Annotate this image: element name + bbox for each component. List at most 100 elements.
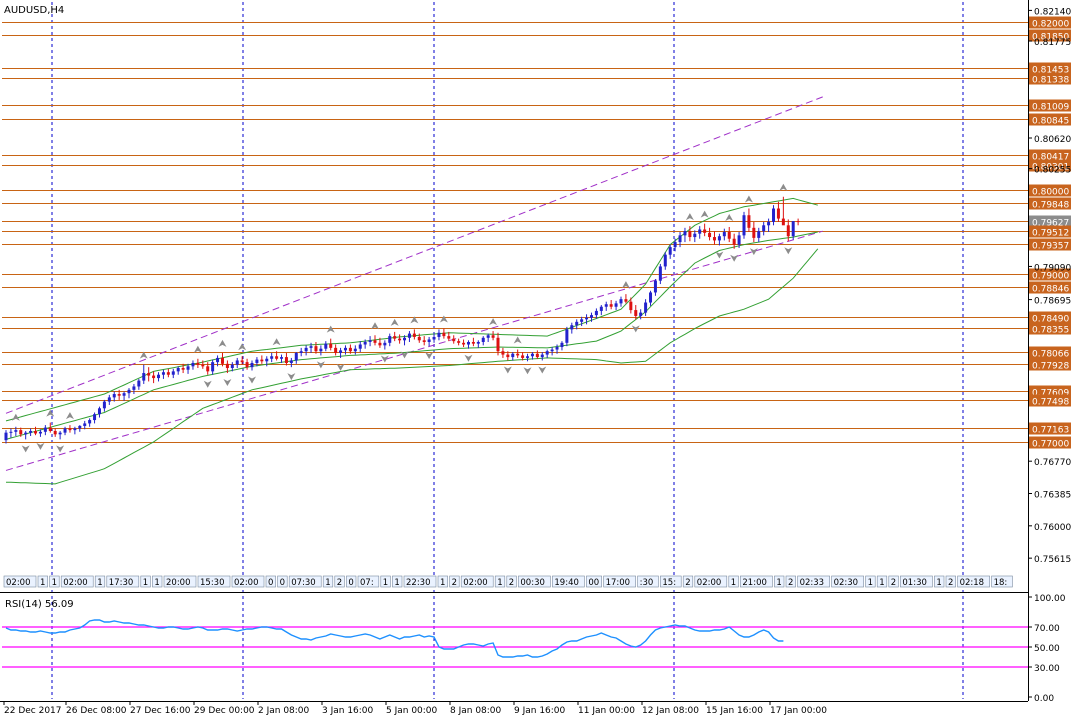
time-mark-box: [494, 575, 506, 588]
time-mark-box: [197, 575, 231, 588]
bear-candle: [442, 332, 446, 337]
bull-candle: [270, 356, 274, 359]
fractal-up-icon: [139, 351, 148, 359]
time-mark-label: 2: [685, 578, 690, 588]
level-label: 0.79627: [1032, 219, 1069, 229]
bull-candle: [614, 303, 618, 307]
fractal-down-icon: [749, 248, 758, 256]
time-mark-box: [357, 575, 380, 588]
bollinger-mid-line: [5, 231, 818, 440]
bear-candle: [284, 357, 288, 363]
fractal-down-icon: [784, 247, 793, 255]
level-label-bg: [1029, 113, 1071, 126]
time-mark-label: 02:00: [6, 578, 31, 588]
bollinger-upper-line: [5, 197, 818, 422]
bear-candle: [201, 364, 205, 367]
bull-candle: [127, 389, 131, 394]
bull-candle: [58, 432, 62, 435]
bull-candle: [265, 358, 269, 362]
level-label: 0.78846: [1032, 285, 1069, 295]
bull-candle: [93, 414, 97, 421]
time-mark-box: [728, 575, 739, 588]
time-mark-label: 2: [337, 578, 342, 588]
bear-candle: [260, 359, 264, 362]
time-mark-box: [3, 575, 37, 588]
time-mark-box: [785, 575, 796, 588]
level-label-bg: [1029, 225, 1071, 238]
time-mark-box: [37, 575, 48, 588]
fractal-up-icon: [65, 412, 74, 420]
time-mark-label: 00: [588, 578, 599, 588]
bear-candle: [314, 346, 318, 352]
bull-candle: [78, 425, 82, 429]
bull-candle: [216, 357, 220, 363]
bull-candle: [649, 292, 653, 303]
time-mark-box: [49, 575, 60, 588]
bull-candle: [102, 401, 106, 409]
time-mark-label: 1: [497, 578, 502, 588]
time-tick-label: 8 Jan 08:00: [450, 706, 502, 716]
bull-candle: [176, 368, 180, 372]
bull-candle: [235, 360, 239, 365]
time-mark-box: [900, 575, 933, 588]
time-marks: 02:00 1 1 02:00 1 17:30 1 1 20:00 15:30 02:00 0 0 07:…: [3, 575, 1013, 588]
price-tick-label: 0.76000: [1034, 523, 1071, 533]
time-mark-label: 15:: [662, 578, 676, 588]
time-mark-box: [460, 575, 494, 588]
bull-candle: [560, 342, 564, 348]
bull-candle: [343, 347, 347, 351]
bear-candle: [634, 310, 638, 316]
fractal-down-icon: [523, 367, 532, 375]
fractal-down-icon: [223, 379, 232, 387]
bear-candle: [629, 301, 633, 311]
time-mark-label: 2: [452, 578, 457, 588]
bull-candle: [97, 408, 101, 415]
bull-candle: [619, 299, 623, 304]
bear-candle: [796, 221, 800, 223]
fractal-up-icon: [390, 318, 399, 326]
level-label-bg: [1029, 281, 1071, 294]
bull-candle: [14, 430, 18, 432]
bull-candle: [639, 312, 643, 316]
fractal-up-icon: [272, 338, 281, 346]
time-mark-box: [552, 575, 585, 588]
fractal-down-icon: [56, 445, 65, 453]
level-label: 0.79512: [1032, 229, 1069, 239]
bull-candle: [9, 431, 13, 433]
level-label: 0.78066: [1032, 350, 1069, 360]
bull-candle: [304, 347, 308, 352]
bear-candle: [752, 227, 756, 238]
bear-candle: [624, 299, 628, 302]
time-tick-label: 11 Jan 00:00: [578, 706, 635, 716]
fractal-up-icon: [11, 413, 20, 421]
level-label-bg: [1029, 29, 1071, 42]
time-mark-box: [60, 575, 94, 588]
level-label-bg: [1029, 422, 1071, 435]
bull-candle: [575, 321, 579, 326]
bull-candle: [358, 344, 362, 349]
bull-candle: [324, 343, 328, 349]
time-mark-box: [934, 575, 945, 588]
level-label: 0.80000: [1032, 188, 1069, 198]
bull-candle: [653, 280, 657, 293]
time-mark-label: 0: [280, 578, 285, 588]
time-tick-label: 9 Jan 16:00: [514, 706, 566, 716]
time-mark-box: [865, 575, 876, 588]
bull-candle: [309, 346, 313, 348]
fractal-up-icon: [193, 345, 202, 353]
time-tick-label: 12 Jan 08:00: [642, 706, 699, 716]
time-mark-label: 1: [52, 578, 57, 588]
level-label-bg: [1029, 394, 1071, 407]
time-mark-label: 02:00: [63, 578, 87, 588]
bull-candle: [122, 393, 126, 396]
bull-candle: [526, 356, 530, 358]
bull-candle: [29, 430, 33, 433]
bear-candle: [245, 362, 249, 368]
fractal-up-icon: [621, 281, 630, 289]
time-mark-label: 2: [891, 578, 896, 588]
time-mark-box: [945, 575, 956, 588]
